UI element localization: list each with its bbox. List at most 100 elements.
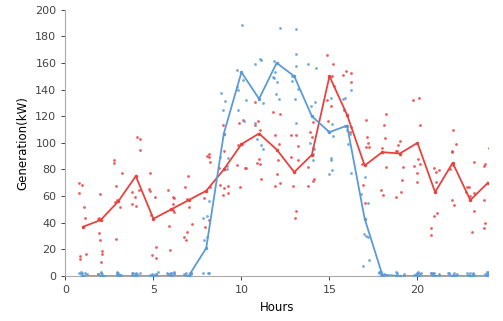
Point bbox=[481, 221, 489, 226]
Point bbox=[116, 204, 124, 210]
Point bbox=[165, 272, 173, 277]
Point bbox=[136, 271, 144, 276]
Point bbox=[275, 97, 283, 102]
Point bbox=[219, 123, 227, 128]
Point bbox=[224, 155, 232, 160]
Point bbox=[221, 98, 229, 103]
Point bbox=[150, 273, 158, 278]
Point bbox=[270, 76, 278, 81]
Point bbox=[365, 145, 373, 150]
Point bbox=[254, 160, 262, 165]
Point bbox=[113, 270, 121, 275]
Point bbox=[258, 57, 266, 62]
Point bbox=[466, 193, 474, 198]
Point bbox=[75, 190, 83, 195]
Point bbox=[94, 272, 102, 277]
Point bbox=[398, 178, 406, 183]
Point bbox=[217, 91, 225, 96]
Point bbox=[187, 271, 195, 276]
Point bbox=[219, 108, 227, 113]
Point bbox=[288, 79, 296, 84]
Point bbox=[413, 270, 422, 275]
Point bbox=[409, 272, 417, 277]
Point bbox=[110, 157, 118, 162]
Point bbox=[292, 51, 300, 56]
Y-axis label: Generation(kW): Generation(kW) bbox=[17, 96, 30, 190]
Point bbox=[199, 215, 207, 221]
Point bbox=[396, 138, 404, 143]
Point bbox=[364, 201, 372, 206]
Point bbox=[309, 157, 317, 162]
Point bbox=[170, 201, 178, 206]
Point bbox=[309, 178, 317, 183]
Point bbox=[427, 270, 435, 275]
Point bbox=[450, 271, 458, 276]
Point bbox=[339, 72, 347, 77]
Point bbox=[347, 79, 355, 84]
Point bbox=[132, 203, 140, 208]
Point bbox=[235, 120, 243, 126]
Point bbox=[257, 176, 265, 181]
Point bbox=[165, 247, 174, 253]
Point bbox=[148, 272, 156, 277]
Point bbox=[75, 270, 83, 275]
Point bbox=[98, 260, 106, 265]
Point bbox=[306, 141, 314, 146]
Point bbox=[414, 270, 422, 275]
Point bbox=[75, 180, 83, 186]
Point bbox=[382, 272, 390, 277]
Point bbox=[146, 171, 154, 176]
Point bbox=[410, 164, 418, 169]
Point bbox=[294, 157, 302, 162]
Point bbox=[464, 273, 472, 278]
Point bbox=[128, 190, 136, 195]
Point bbox=[409, 97, 417, 102]
Point bbox=[205, 217, 213, 222]
Point bbox=[326, 157, 334, 162]
Point bbox=[257, 161, 265, 167]
Point bbox=[346, 131, 354, 136]
Point bbox=[186, 271, 194, 276]
Point bbox=[239, 117, 247, 122]
Point bbox=[381, 135, 389, 141]
Point bbox=[309, 151, 317, 156]
Point bbox=[397, 190, 405, 195]
Point bbox=[292, 133, 300, 138]
Point bbox=[152, 273, 160, 278]
Point bbox=[234, 143, 242, 148]
Point bbox=[276, 25, 284, 30]
Point bbox=[241, 166, 249, 171]
Point bbox=[416, 270, 425, 275]
Point bbox=[432, 169, 440, 175]
Point bbox=[78, 273, 86, 278]
Point bbox=[80, 205, 88, 210]
Point bbox=[166, 270, 175, 275]
Point bbox=[114, 272, 122, 277]
Point bbox=[199, 271, 207, 276]
Point bbox=[362, 234, 370, 239]
Point bbox=[448, 149, 456, 154]
Point bbox=[254, 119, 262, 124]
Point bbox=[287, 154, 295, 160]
Point bbox=[216, 182, 224, 187]
Point bbox=[128, 202, 136, 207]
Point bbox=[147, 212, 155, 217]
Point bbox=[462, 190, 470, 195]
Point bbox=[308, 134, 316, 140]
Point bbox=[203, 214, 211, 219]
Point bbox=[76, 254, 84, 259]
Point bbox=[364, 235, 372, 240]
Point bbox=[117, 272, 125, 277]
Point bbox=[484, 272, 492, 277]
Point bbox=[76, 256, 84, 261]
Point bbox=[182, 237, 190, 242]
Point bbox=[396, 273, 404, 278]
Point bbox=[78, 271, 87, 276]
Point bbox=[416, 271, 425, 276]
Point bbox=[363, 134, 371, 139]
Point bbox=[466, 270, 474, 275]
Point bbox=[164, 272, 172, 277]
Point bbox=[113, 236, 121, 241]
Point bbox=[251, 123, 259, 128]
Point bbox=[133, 271, 141, 276]
